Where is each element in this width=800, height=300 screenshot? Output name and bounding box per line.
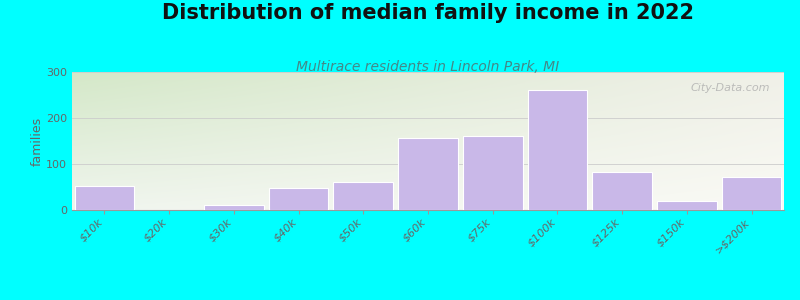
Bar — [334, 182, 393, 210]
Bar — [657, 201, 717, 210]
Bar — [269, 188, 328, 210]
Text: Multirace residents in Lincoln Park, MI: Multirace residents in Lincoln Park, MI — [296, 60, 560, 74]
Bar — [528, 90, 587, 210]
Bar — [398, 138, 458, 210]
Text: City-Data.com: City-Data.com — [690, 83, 770, 93]
Bar — [463, 136, 522, 210]
Bar — [722, 177, 782, 210]
Y-axis label: families: families — [30, 116, 43, 166]
Text: Distribution of median family income in 2022: Distribution of median family income in … — [162, 3, 694, 23]
Bar — [74, 186, 134, 210]
Bar — [593, 172, 652, 210]
Bar — [204, 206, 263, 210]
